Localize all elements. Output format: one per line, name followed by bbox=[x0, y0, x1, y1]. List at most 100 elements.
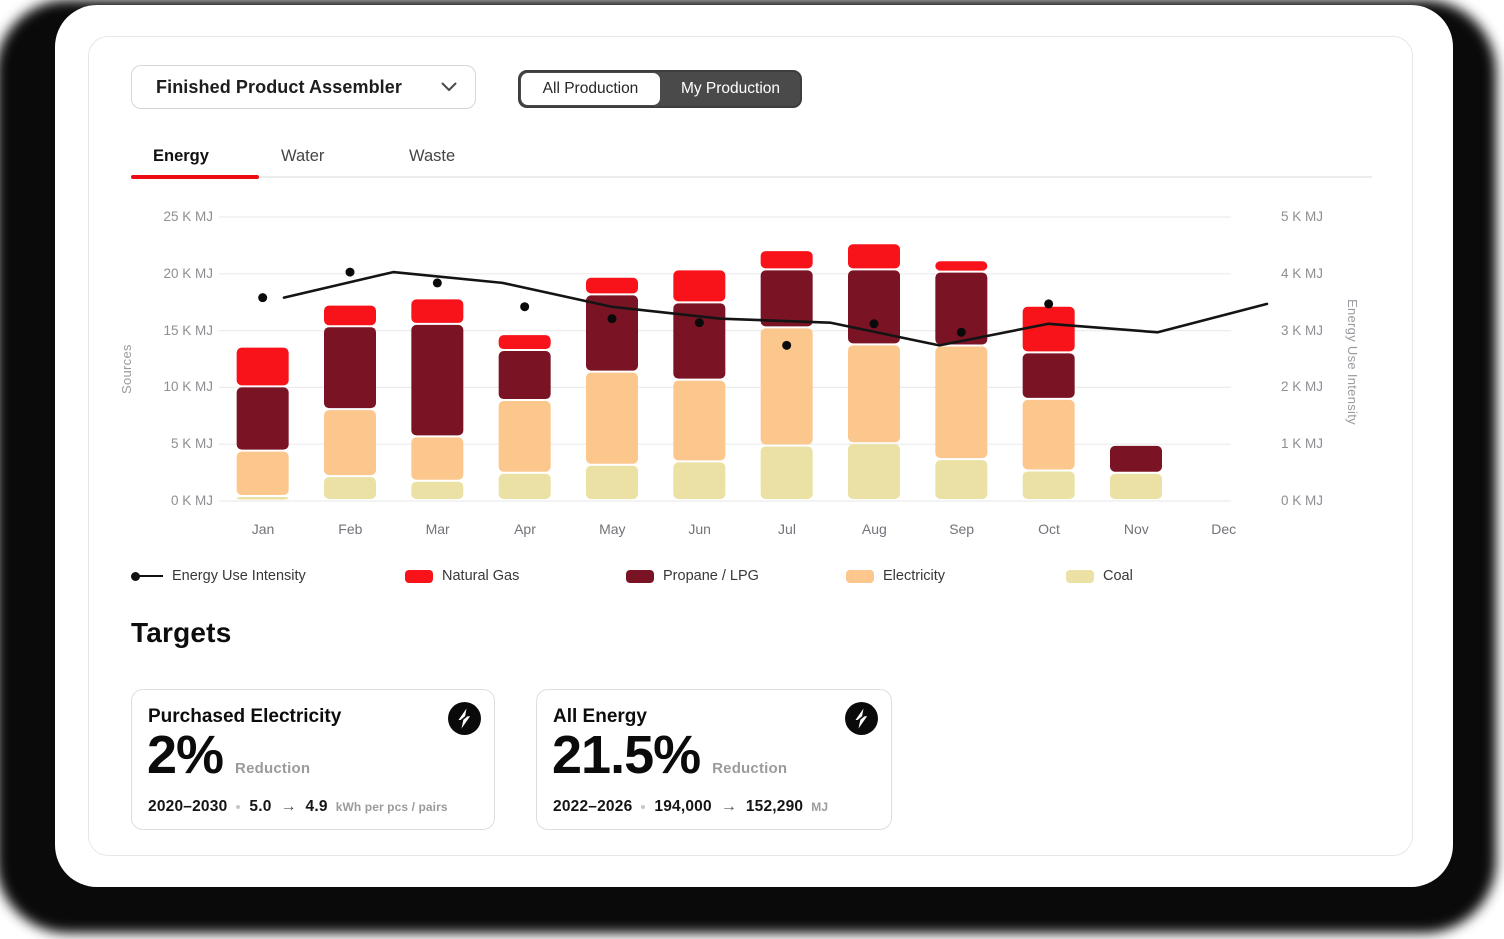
bar-segment-coal-aug[interactable] bbox=[848, 444, 900, 499]
bar-segment-coal-nov[interactable] bbox=[1110, 473, 1162, 499]
bar-segment-natural-gas-jun[interactable] bbox=[673, 270, 726, 302]
intensity-dot bbox=[869, 319, 879, 329]
target-percent-label: Reduction bbox=[235, 760, 311, 777]
bar-segment-electricity-aug[interactable] bbox=[848, 345, 900, 443]
bar-segment-natural-gas-feb[interactable] bbox=[324, 305, 376, 326]
intensity-dot bbox=[782, 340, 792, 350]
bar-segment-natural-gas-jan[interactable] bbox=[236, 347, 289, 386]
target-card-purchased-electricity: Purchased Electricity 2% Reduction 2020–203… bbox=[131, 689, 495, 830]
legend-item-energy-use-intensity[interactable]: Energy Use Intensity bbox=[131, 565, 306, 587]
legend-label: Energy Use Intensity bbox=[172, 568, 306, 584]
legend-item-coal[interactable]: Coal bbox=[1066, 565, 1133, 587]
tab-water[interactable]: Water bbox=[281, 147, 325, 165]
legend-item-electricity[interactable]: Electricity bbox=[846, 565, 945, 587]
bar-segment-electricity-sep[interactable] bbox=[935, 346, 988, 459]
bar-segment-electricity-jun[interactable] bbox=[673, 380, 726, 461]
intensity-dot bbox=[607, 314, 617, 324]
legend-item-natural-gas[interactable]: Natural Gas bbox=[405, 565, 519, 587]
target-percent-label: Reduction bbox=[712, 760, 788, 777]
x-axis-label-jun: Jun bbox=[688, 521, 711, 537]
target-unit: kWh per pcs / pairs bbox=[335, 800, 448, 814]
y-axis-tick-right: 5 K MJ bbox=[1281, 209, 1324, 224]
bar-segment-electricity-jan[interactable] bbox=[236, 451, 289, 496]
bar-segment-propane-lpg-jul[interactable] bbox=[760, 270, 813, 327]
intensity-dot bbox=[432, 278, 442, 288]
energy-chart bbox=[219, 216, 1269, 502]
y-axis-tick-left: 10 K MJ bbox=[163, 379, 213, 395]
y-axis-tick-left: 5 K MJ bbox=[170, 436, 213, 452]
target-percent: 21.5% bbox=[552, 725, 701, 785]
assembler-dropdown-value: Finished Product Assembler bbox=[156, 76, 402, 97]
dot-separator bbox=[641, 805, 646, 809]
bar-segment-propane-lpg-mar[interactable] bbox=[411, 324, 464, 436]
bar-segment-propane-lpg-nov[interactable] bbox=[1110, 445, 1162, 472]
legend-swatch bbox=[846, 569, 874, 583]
bar-segment-coal-oct[interactable] bbox=[1022, 471, 1075, 499]
bar-segment-propane-lpg-apr[interactable] bbox=[498, 351, 551, 400]
bar-segment-electricity-feb[interactable] bbox=[324, 410, 376, 476]
bar-segment-propane-lpg-sep[interactable] bbox=[935, 272, 988, 345]
intensity-dot bbox=[694, 318, 704, 328]
bar-segment-coal-jan[interactable] bbox=[236, 497, 289, 500]
category-tabs: Energy Water Waste bbox=[131, 136, 515, 179]
bar-segment-propane-lpg-feb[interactable] bbox=[324, 327, 376, 409]
bar-segment-electricity-jul[interactable] bbox=[760, 328, 813, 445]
bar-segment-natural-gas-jul[interactable] bbox=[760, 251, 813, 269]
bar-segment-natural-gas-mar[interactable] bbox=[411, 299, 464, 323]
left-axis-title: Sources bbox=[119, 344, 134, 394]
bar-segment-propane-lpg-jun[interactable] bbox=[673, 303, 726, 379]
line-marker-icon bbox=[131, 571, 163, 581]
bar-segment-coal-sep[interactable] bbox=[935, 460, 988, 499]
tab-waste[interactable]: Waste bbox=[409, 147, 456, 165]
target-percent: 2% bbox=[147, 725, 224, 785]
target-card-title: Purchased Electricity bbox=[148, 706, 342, 727]
lightning-icon bbox=[845, 702, 878, 735]
bar-segment-electricity-oct[interactable] bbox=[1022, 399, 1075, 470]
arrow-icon: → bbox=[720, 798, 737, 815]
y-axis-tick-left: 15 K MJ bbox=[163, 322, 213, 338]
x-axis-label-oct: Oct bbox=[1038, 521, 1060, 537]
bar-segment-coal-jun[interactable] bbox=[673, 462, 726, 499]
bar-segment-electricity-may[interactable] bbox=[586, 372, 638, 464]
bar-segment-propane-lpg-may[interactable] bbox=[586, 295, 638, 371]
intensity-dot bbox=[1044, 299, 1054, 309]
y-axis-tick-left: 0 K MJ bbox=[170, 493, 213, 508]
dot-separator bbox=[236, 805, 241, 809]
bar-segment-natural-gas-may[interactable] bbox=[586, 277, 638, 294]
bar-segment-coal-may[interactable] bbox=[586, 465, 638, 499]
tab-energy[interactable]: Energy bbox=[131, 136, 259, 179]
bar-segment-propane-lpg-jan[interactable] bbox=[236, 387, 289, 450]
bar-segment-coal-mar[interactable] bbox=[411, 481, 464, 499]
bar-segment-coal-jul[interactable] bbox=[760, 446, 813, 499]
bar-segment-coal-apr[interactable] bbox=[498, 473, 551, 499]
target-card-title: All Energy bbox=[553, 706, 647, 727]
legend-swatch bbox=[405, 569, 433, 583]
x-axis-label-feb: Feb bbox=[338, 521, 363, 537]
bar-segment-electricity-mar[interactable] bbox=[411, 437, 464, 480]
app-window: Finished Product Assembler All Productio… bbox=[55, 5, 1453, 887]
legend-swatch bbox=[1066, 569, 1094, 583]
bar-segment-electricity-apr[interactable] bbox=[498, 401, 551, 472]
target-from-value: 5.0 bbox=[249, 798, 272, 815]
chevron-down-icon bbox=[441, 82, 457, 91]
bar-segment-natural-gas-sep[interactable] bbox=[935, 261, 988, 271]
intensity-dot bbox=[258, 293, 268, 303]
x-axis-label-may: May bbox=[599, 521, 626, 537]
legend-swatch bbox=[626, 569, 654, 583]
bar-segment-natural-gas-oct[interactable] bbox=[1022, 306, 1075, 352]
legend-item-propane-lpg[interactable]: Propane / LPG bbox=[626, 565, 759, 587]
bar-segment-coal-feb[interactable] bbox=[324, 477, 376, 499]
assembler-dropdown[interactable]: Finished Product Assembler bbox=[131, 65, 476, 109]
x-axis-label-mar: Mar bbox=[425, 521, 450, 537]
bar-segment-propane-lpg-oct[interactable] bbox=[1022, 353, 1075, 398]
bar-segment-natural-gas-apr[interactable] bbox=[498, 335, 551, 350]
bar-segment-propane-lpg-aug[interactable] bbox=[848, 270, 900, 344]
intensity-dot bbox=[956, 327, 966, 337]
y-axis-tick-right: 0 K MJ bbox=[1281, 493, 1324, 508]
toggle-all-production[interactable]: All Production bbox=[521, 73, 660, 105]
x-axis-label-jul: Jul bbox=[778, 521, 796, 537]
bar-segment-natural-gas-aug[interactable] bbox=[848, 244, 900, 269]
toggle-my-production[interactable]: My Production bbox=[680, 80, 781, 97]
target-card-all-energy: All Energy 21.5% Reduction 2022–2026 194,000… bbox=[536, 689, 892, 830]
